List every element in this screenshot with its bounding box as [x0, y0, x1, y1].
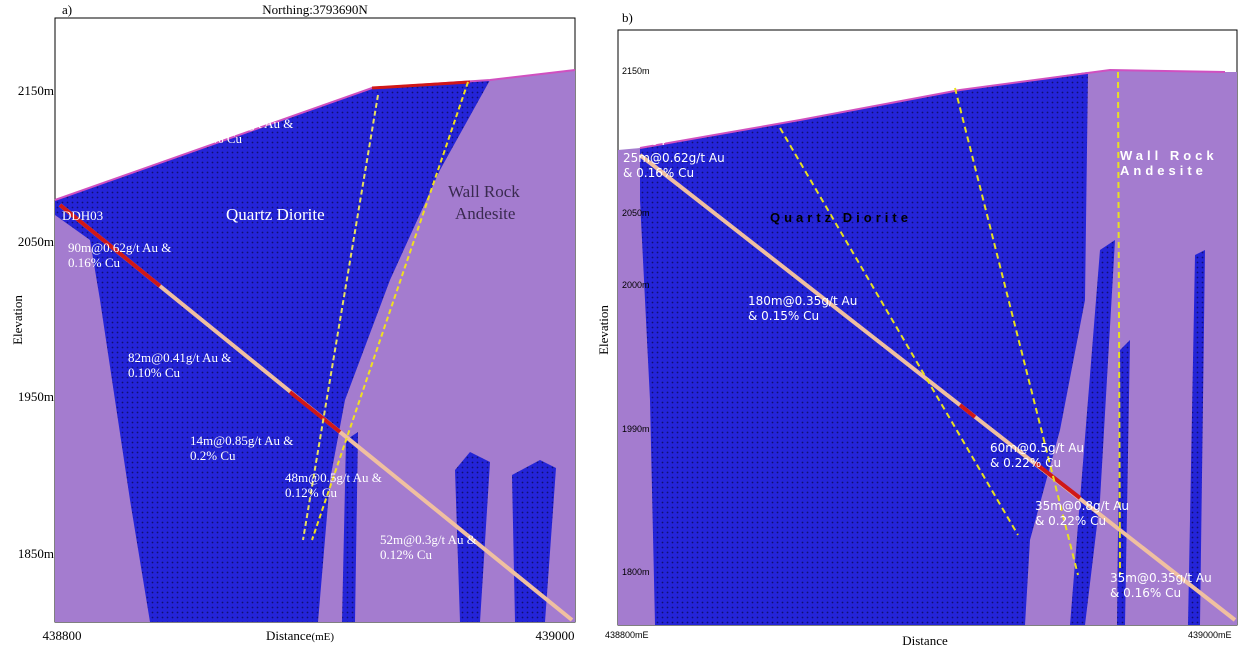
rock-unit-line: Wall Rock: [448, 182, 520, 201]
panel-label: b): [622, 10, 633, 25]
x-axis-label: Distance(mE): [266, 628, 334, 643]
x-axis-label: Distance: [902, 633, 948, 648]
intercept-line: 0.15% Cu: [795, 90, 853, 104]
intercept-line: & 0.15% Cu: [1118, 54, 1189, 68]
y-tick-label: 1850m: [18, 546, 54, 561]
intercept-line: 48m@0.5g/t Au &: [285, 470, 382, 485]
intercept-line: 0.3% Cu: [318, 73, 364, 88]
intercept-line: 0.21% Cu: [190, 131, 243, 146]
rock-unit-line: Wall Rock: [1120, 148, 1218, 163]
intercept-line: 0.2% Cu: [190, 448, 236, 463]
intercept-line: & 0.16% Cu: [1110, 586, 1181, 600]
intercept-line: 0.17% Cu: [58, 163, 111, 178]
y-tick-label: 2000m: [622, 280, 650, 290]
panel-title: Northing:3793690N: [262, 2, 368, 17]
x-axis-unit: (mE): [311, 631, 334, 643]
intercept-line: 40m@1.2g/t Au &: [318, 58, 415, 73]
intercept-line: 0.16% Cu: [68, 255, 121, 270]
panel-a: a) Northing:3793690N Elevation Distance(…: [10, 2, 575, 643]
y-tick-label: 1800m: [622, 567, 650, 577]
intercept-line: 0.12% Cu: [380, 547, 433, 562]
y-tick-label: 2150m: [18, 83, 54, 98]
rock-unit-line: Quartz Diorite: [770, 210, 912, 225]
figure: a) Northing:3793690N Elevation Distance(…: [0, 0, 1247, 652]
intercept-line: 82m@0.41g/t Au &: [128, 350, 231, 365]
drill-hole-label: DDH03: [62, 208, 103, 223]
intercept-line: 58m@1.1g/t Au &: [968, 39, 1075, 53]
intercept-line: 0.21% Cu: [968, 54, 1026, 68]
rock-unit-line: Quartz Diorite: [226, 205, 325, 224]
intercept-line: 60m@0.5g/t Au: [990, 441, 1084, 455]
drill-hole-label: DDH04: [623, 134, 666, 148]
y-tick-label: 1990m: [622, 424, 650, 434]
x-tick-label: 438800mE: [605, 630, 649, 640]
intercept-line: 20m@0.4g/t Au: [1118, 39, 1212, 53]
intercept-line: & 0.15% Cu: [748, 309, 819, 323]
intercept-line: 40m@1.0g/t Au &: [452, 38, 549, 53]
intercept-line: 180m@0.35g/t Au: [748, 294, 857, 308]
intercept-line: 20m@0.7 g/t Au &: [58, 148, 158, 163]
intercept-line: 40m@0.71g/t Au &: [645, 107, 760, 121]
y-tick-label: 1950m: [18, 389, 54, 404]
x-tick-label: 439000: [536, 628, 575, 643]
rock-unit: Quartz Diorite: [226, 205, 325, 224]
intercept-line: & 0.16% Cu: [623, 166, 694, 180]
intercept-line: 35m@0.8g/t Au: [1035, 499, 1129, 513]
intercept-line: 25m@0.62g/t Au: [623, 151, 725, 165]
intercept-line: 0.28% Cu: [452, 53, 505, 68]
intercept-line: 14m@0.85g/t Au &: [190, 433, 293, 448]
intercept-line: 0.15% Cu: [645, 122, 703, 136]
intercept-line: 35m@0.35g/t Au: [1110, 571, 1212, 585]
x-axis-label-text: Distance: [266, 628, 312, 643]
y-axis-label: Elevation: [10, 295, 25, 345]
intercept-line: & 0.22% Cu: [1035, 514, 1106, 528]
y-axis-label: Elevation: [596, 305, 611, 355]
rock-unit-line: Andesite: [1120, 163, 1207, 178]
panel-b: b) Elevation Distance 2150m 2050m 2000m …: [596, 10, 1237, 648]
y-tick-label: 2050m: [18, 234, 54, 249]
intercept-line: 52m@0.3g/t Au &: [380, 532, 477, 547]
intercept-line: 0.10% Cu: [128, 365, 181, 380]
rock-unit-line: Andesite: [455, 204, 515, 223]
intercept-line: 70m@0.9g/t Au &: [795, 75, 902, 89]
rock-unit: Quartz Diorite: [770, 210, 912, 225]
intercept-line: 100m@1.0g/t Au &: [190, 116, 293, 131]
panel-label: a): [62, 2, 72, 17]
intercept-line: 90m@0.62g/t Au &: [68, 240, 171, 255]
y-tick-label: 2150m: [622, 66, 650, 76]
intercept-line: 0.12% Cu: [285, 485, 338, 500]
intercept-line: & 0.22% Cu: [990, 456, 1061, 470]
y-tick-label: 2050m: [622, 208, 650, 218]
x-tick-label: 439000mE: [1188, 630, 1232, 640]
x-tick-label: 438800: [43, 628, 82, 643]
